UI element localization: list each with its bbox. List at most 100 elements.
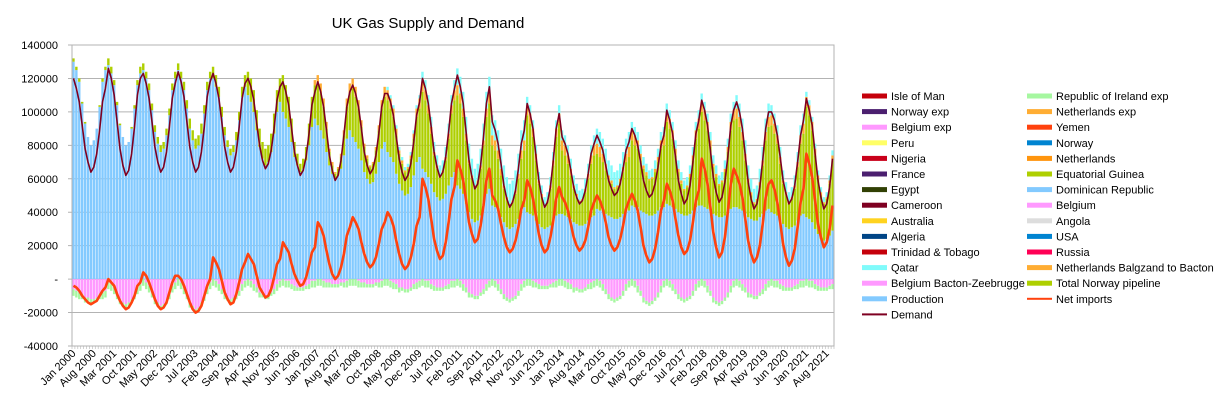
bar-netherlands-balgzand-to-bacton xyxy=(700,101,703,112)
bar-production xyxy=(322,138,325,280)
bar-belgium-bacton-zeebrugge xyxy=(610,279,613,298)
bar-republic-of-ireland-exp xyxy=(418,280,421,288)
bar-belgium-bacton-zeebrugge xyxy=(717,279,721,303)
bar-republic-of-ireland-exp xyxy=(709,290,712,296)
bar-production xyxy=(92,140,96,280)
bar-production xyxy=(744,213,747,280)
bar-total-norway-pipeline xyxy=(223,126,226,136)
bar-total-norway-pipeline xyxy=(464,140,468,204)
bar-production xyxy=(441,198,445,280)
bar-production xyxy=(546,227,549,280)
bar-total-norway-pipeline xyxy=(386,100,389,153)
bar-total-norway-pipeline xyxy=(709,147,712,211)
bar-production xyxy=(723,215,727,280)
bar-qatar xyxy=(557,105,561,114)
bar-qatar xyxy=(683,180,686,189)
bar-total-norway-pipeline xyxy=(412,138,415,176)
bar-production xyxy=(761,213,764,280)
bar-republic-of-ireland-exp xyxy=(671,284,674,291)
y-tick-label: 120000 xyxy=(21,73,58,85)
bar-qatar xyxy=(700,93,703,102)
bar-belgium-bacton-zeebrugge xyxy=(752,279,756,296)
bar-republic-of-ireland-exp xyxy=(342,282,346,288)
bar-production xyxy=(767,208,770,280)
bar-republic-of-ireland-exp xyxy=(331,284,334,288)
bar-production xyxy=(299,172,302,280)
bar-republic-of-ireland-exp xyxy=(450,280,453,288)
bar-republic-of-ireland-exp xyxy=(790,287,794,291)
bar-republic-of-ireland-exp xyxy=(694,284,698,291)
bar-production xyxy=(790,227,794,280)
bar-production xyxy=(255,130,258,280)
bar-qatar xyxy=(630,121,634,131)
bar-republic-of-ireland-exp xyxy=(802,280,805,288)
bar-republic-of-ireland-exp xyxy=(712,297,715,303)
bar-total-norway-pipeline xyxy=(584,192,587,224)
legend-label: Net imports xyxy=(1056,294,1113,306)
bar-production xyxy=(619,217,622,280)
bar-belgium-bacton-zeebrugge xyxy=(363,279,366,283)
bar-republic-of-ireland-exp xyxy=(395,284,398,290)
bar-belgium-bacton-zeebrugge xyxy=(72,279,75,290)
bar-belgium-bacton-zeebrugge xyxy=(738,279,741,281)
bar-production xyxy=(528,213,532,280)
bar-qatar xyxy=(659,131,663,141)
bar-republic-of-ireland-exp xyxy=(290,284,293,290)
bar-netherlands-balgzand-to-bacton xyxy=(461,108,465,117)
bar-total-norway-pipeline xyxy=(642,168,645,213)
bar-netherlands-balgzand-to-bacton xyxy=(752,202,756,204)
bar-total-norway-pipeline xyxy=(767,126,770,209)
bar-republic-of-ireland-exp xyxy=(601,284,604,291)
bar-total-norway-pipeline xyxy=(342,135,346,156)
bar-total-norway-pipeline xyxy=(776,143,779,216)
bar-republic-of-ireland-exp xyxy=(412,284,415,290)
bar-total-norway-pipeline xyxy=(493,150,497,208)
bar-total-norway-pipeline xyxy=(360,126,363,161)
legend-swatch xyxy=(1027,93,1052,99)
bar-republic-of-ireland-exp xyxy=(456,279,459,286)
bar-production xyxy=(459,188,462,280)
bar-total-norway-pipeline xyxy=(560,150,564,214)
bar-republic-of-ireland-exp xyxy=(662,280,666,288)
bar-production xyxy=(188,128,191,280)
bar-republic-of-ireland-exp xyxy=(831,284,834,290)
bar-total-norway-pipeline xyxy=(787,203,791,229)
legend-swatch xyxy=(862,313,887,316)
bar-total-norway-pipeline xyxy=(793,188,796,226)
bar-republic-of-ireland-exp xyxy=(124,304,128,308)
bar-production xyxy=(453,172,456,280)
bar-belgium-bacton-zeebrugge xyxy=(313,279,317,281)
bar-production xyxy=(549,225,552,280)
bar-belgium-bacton-zeebrugge xyxy=(773,279,776,281)
bar-production xyxy=(182,90,186,280)
bar-belgium-bacton-zeebrugge xyxy=(601,279,604,285)
bar-belgium-bacton-zeebrugge xyxy=(819,279,823,288)
bar-republic-of-ireland-exp xyxy=(147,285,151,293)
bar-total-norway-pipeline xyxy=(456,95,459,186)
bar-republic-of-ireland-exp xyxy=(706,285,709,293)
bar-belgium-bacton-zeebrugge xyxy=(336,279,340,285)
bar-republic-of-ireland-exp xyxy=(485,284,488,291)
bar-total-norway-pipeline xyxy=(171,83,174,91)
bar-total-norway-pipeline xyxy=(470,178,474,219)
bar-production xyxy=(828,235,831,280)
bar-production xyxy=(735,207,738,280)
bar-belgium-bacton-zeebrugge xyxy=(787,279,791,288)
bar-netherlands-balgzand-to-bacton xyxy=(610,180,613,184)
bar-qatar xyxy=(392,105,395,109)
bar-belgium-bacton-zeebrugge xyxy=(214,279,218,281)
bar-qatar xyxy=(685,177,689,186)
bar-belgium-bacton-zeebrugge xyxy=(552,279,555,283)
bar-belgium-bacton-zeebrugge xyxy=(226,279,229,298)
bar-production xyxy=(662,207,666,280)
bar-belgium-bacton-zeebrugge xyxy=(523,279,526,281)
bar-republic-of-ireland-exp xyxy=(403,289,407,293)
bar-production xyxy=(813,228,817,280)
bar-republic-of-ireland-exp xyxy=(755,295,759,300)
bar-total-norway-pipeline xyxy=(162,141,165,149)
bar-production xyxy=(691,210,695,280)
bar-republic-of-ireland-exp xyxy=(427,280,430,288)
bar-production xyxy=(796,220,799,280)
bar-belgium-bacton-zeebrugge xyxy=(418,279,421,281)
bar-belgium-bacton-zeebrugge xyxy=(726,279,730,293)
